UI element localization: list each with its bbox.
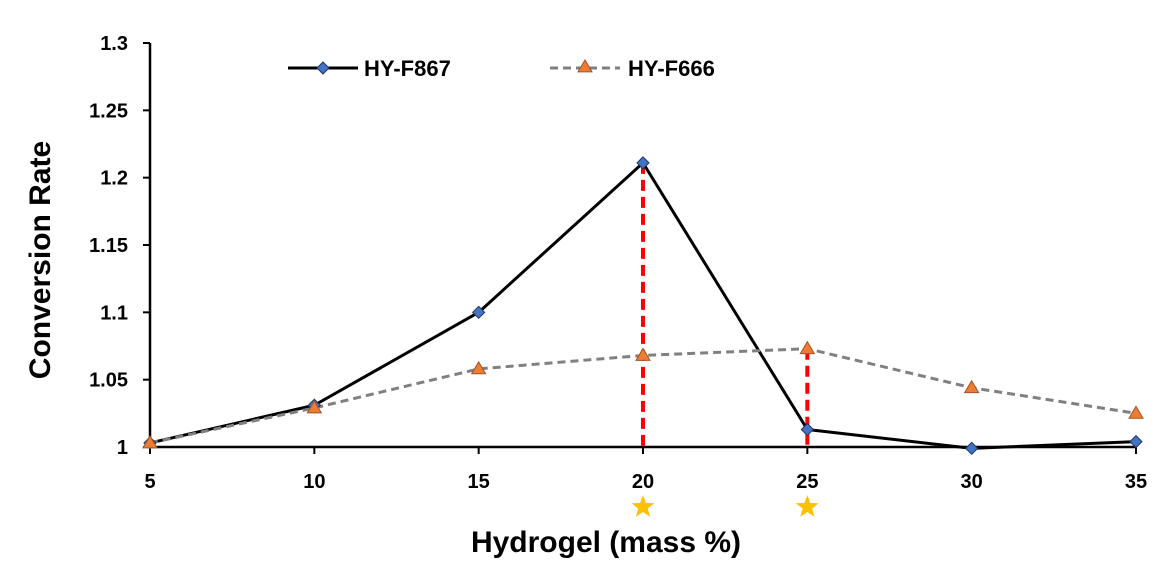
legend-marker-hy-f867 — [316, 61, 330, 75]
x-axis-ticks: 5 10 15 20 25 30 35 — [144, 447, 1147, 493]
x-tick-label: 10 — [303, 471, 325, 493]
star-icon — [631, 495, 655, 517]
x-tick-label: 20 — [632, 471, 654, 493]
star-icon — [795, 495, 819, 517]
data-point-hy-f867 — [636, 156, 650, 170]
y-tick-label: 1.15 — [89, 235, 128, 257]
star-markers — [631, 495, 819, 517]
y-tick-label: 1 — [117, 437, 128, 459]
data-point-hy-f666 — [635, 347, 651, 361]
y-axis-ticks: 1 1.05 1.1 1.15 1.2 1.25 1.3 — [89, 33, 150, 459]
legend-marker-hy-f666 — [577, 59, 593, 73]
legend-label-hy-f867: HY-F867 — [364, 56, 451, 81]
data-point-hy-f867 — [1129, 434, 1143, 449]
x-tick-label: 30 — [961, 471, 983, 493]
y-tick-label: 1.25 — [89, 100, 128, 122]
data-point-hy-f867 — [800, 422, 815, 437]
highlight-lines — [641, 162, 810, 447]
y-tick-label: 1.3 — [100, 33, 128, 55]
data-point-hy-f666 — [306, 399, 323, 414]
data-point-hy-f666 — [142, 434, 158, 449]
x-tick-label: 15 — [468, 471, 490, 493]
series-markers — [142, 156, 1144, 456]
data-point-hy-f666 — [1128, 405, 1144, 419]
x-tick-label: 5 — [144, 471, 155, 493]
x-tick-label: 25 — [796, 471, 818, 493]
data-point-hy-f666 — [470, 360, 487, 375]
y-tick-label: 1.05 — [89, 370, 128, 392]
legend: HY-F867 HY-F666 — [288, 56, 715, 81]
legend-label-hy-f666: HY-F666 — [628, 56, 715, 81]
x-tick-label: 35 — [1125, 471, 1147, 493]
y-tick-label: 1.2 — [100, 168, 128, 190]
y-tick-label: 1.1 — [100, 302, 128, 324]
x-axis-title: Hydrogel (mass %) — [471, 526, 741, 559]
data-point-hy-f867 — [964, 441, 979, 456]
data-point-hy-f666 — [799, 340, 816, 355]
y-axis-title: Conversion Rate — [24, 141, 57, 379]
data-point-hy-f867 — [471, 305, 486, 320]
data-point-hy-f666 — [963, 379, 980, 394]
